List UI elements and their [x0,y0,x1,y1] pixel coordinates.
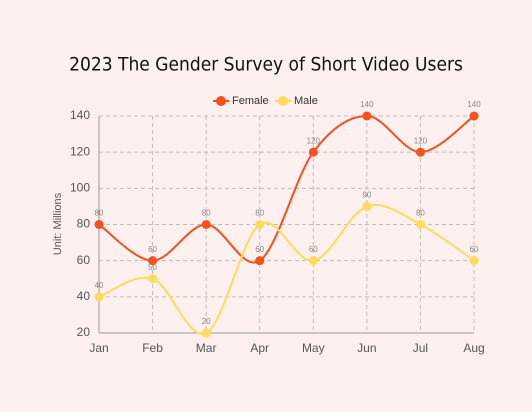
legend-marker [278,96,288,106]
data-point [415,147,425,157]
y-axis-label: Unit: Millions [52,192,64,255]
line-series [98,204,475,335]
x-tick-label: Aug [463,341,484,355]
y-tick-label: 20 [77,325,91,339]
y-tick-label: 120 [70,144,90,158]
x-tick-label: Feb [142,341,163,355]
data-point [362,201,372,211]
data-label: 140 [360,100,374,109]
data-point [148,274,158,284]
data-point [469,256,479,266]
data-point [415,220,425,229]
data-point [308,256,318,266]
x-tick-label: Apr [250,341,269,355]
data-label: 120 [307,136,321,145]
data-label: 60 [255,245,264,254]
data-label: 90 [362,191,371,200]
x-tick-label: Jul [413,341,428,355]
legend-label: Male [294,95,318,107]
y-tick-label: 100 [70,181,90,195]
data-label: 50 [148,263,157,272]
data-label: 40 [95,281,104,290]
data-point [362,111,372,121]
x-tick-label: May [302,341,325,355]
data-point [469,111,479,121]
data-point [255,220,265,229]
line-series [98,114,475,264]
x-tick-label: Mar [196,341,217,355]
legend-label: Female [232,95,269,107]
y-tick-label: 140 [70,108,90,122]
x-tick-label: Jun [357,341,376,355]
data-label: 60 [148,245,157,254]
y-tick-label: 60 [77,253,91,267]
data-point [94,292,104,302]
data-label: 80 [202,209,211,218]
data-label: 60 [309,245,318,254]
data-label: 140 [467,100,481,109]
x-tick-label: Jan [89,341,108,355]
data-point [255,256,265,266]
data-label: 80 [95,209,104,218]
chart-title: 2023 The Gender Survey of Short Video Us… [69,54,463,76]
data-label: 20 [202,317,211,326]
data-point [308,147,318,157]
data-point [201,220,211,229]
data-label: 80 [416,209,425,218]
legend-marker [216,96,226,106]
data-label: 60 [470,245,479,254]
data-label: 120 [414,136,428,145]
data-point [94,220,104,229]
data-label: 80 [255,209,264,218]
y-tick-label: 40 [77,289,91,303]
y-tick-label: 80 [77,217,91,231]
data-point [201,328,211,338]
data-point [148,256,158,266]
